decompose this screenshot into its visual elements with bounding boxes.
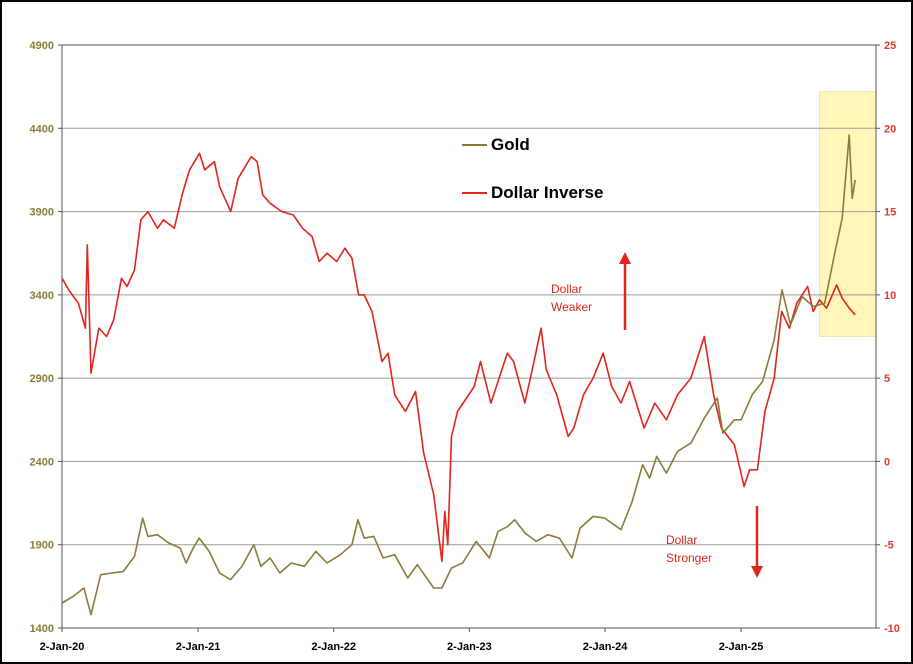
- x-axis-tick-label: 2-Jan-22: [311, 641, 356, 653]
- left-axis-tick-label: 3400: [30, 290, 54, 302]
- legend: Gold Dollar Inverse: [462, 135, 603, 202]
- annotation-stronger-line2: Stronger: [666, 551, 712, 565]
- down-arrow-head-icon: [751, 566, 763, 578]
- left-axis-tick-label: 1900: [30, 540, 54, 552]
- annotation-weaker-line2: Weaker: [551, 300, 592, 314]
- dollar-inverse-series-line: [61, 152, 856, 563]
- right-axis-tick-label: 25: [884, 40, 896, 52]
- highlight-region: [819, 91, 877, 337]
- left-axis-tick-label: 2400: [30, 456, 54, 468]
- plot-area-border: [61, 44, 877, 629]
- right-axis-tick-label: 5: [884, 373, 890, 385]
- legend-dollar-inverse-label: Dollar Inverse: [491, 183, 603, 202]
- right-axis-tick-label: -5: [884, 540, 894, 552]
- left-axis-tick-label: 3900: [30, 207, 54, 219]
- left-axis-tick-label: 4900: [30, 40, 54, 52]
- right-axis-tick-label: 10: [884, 290, 896, 302]
- right-axis-tick-label: 15: [884, 207, 896, 219]
- annotation-weaker-line1: Dollar: [551, 282, 582, 296]
- right-axis-tick-label: 20: [884, 123, 896, 135]
- annotation-dollar-weaker: Dollar Weaker: [551, 252, 631, 330]
- x-axis-tick-label: 2-Jan-21: [176, 641, 221, 653]
- right-axis-tick-label: -10: [884, 623, 900, 635]
- x-axis-tick-label: 2-Jan-23: [447, 641, 492, 653]
- gold-series-line: [61, 134, 856, 616]
- up-arrow-head-icon: [619, 252, 631, 264]
- left-axis-tick-label: 2900: [30, 373, 54, 385]
- left-axis-tick-label: 4400: [30, 123, 54, 135]
- series-lines: [61, 134, 856, 616]
- legend-gold-label: Gold: [491, 135, 530, 154]
- x-axis-tick-label: 2-Jan-25: [719, 641, 764, 653]
- right-axis-tick-label: 0: [884, 456, 890, 468]
- x-axis-tick-label: 2-Jan-20: [40, 641, 85, 653]
- annotation-stronger-line1: Dollar: [666, 533, 697, 547]
- axes: 1400 1900 2400 2900 3400 3900 4400 4900 -10 -5 0 5 1…: [30, 40, 900, 653]
- left-axis-tick-label: 1400: [30, 623, 54, 635]
- annotation-dollar-stronger: Dollar Stronger: [666, 506, 763, 578]
- x-axis-tick-label: 2-Jan-24: [583, 641, 629, 653]
- gridlines: [62, 127, 876, 546]
